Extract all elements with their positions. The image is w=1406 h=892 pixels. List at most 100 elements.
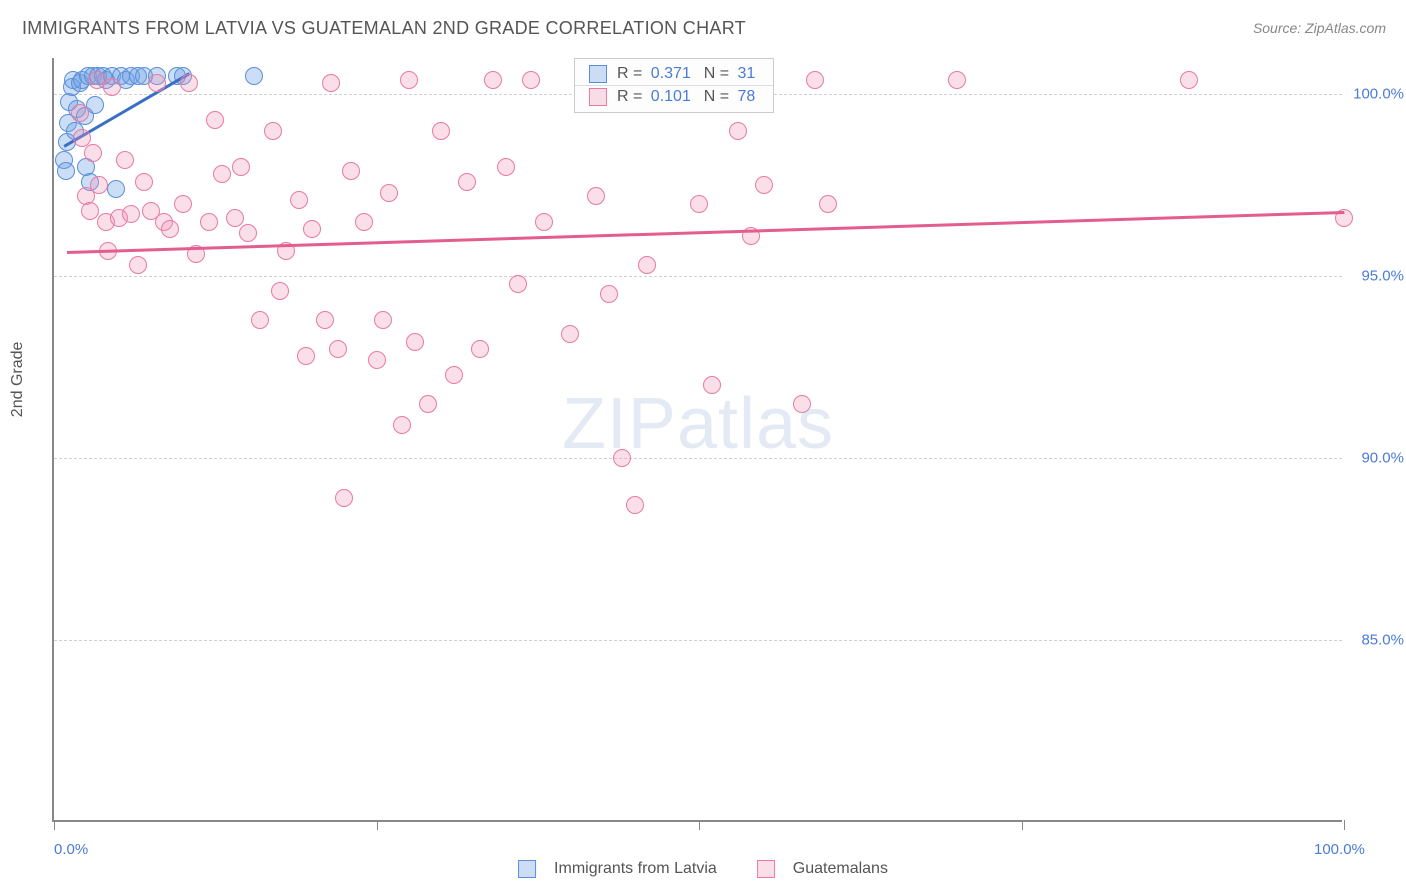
data-point xyxy=(400,71,418,89)
data-point xyxy=(535,213,553,231)
x-tick-label: 0.0% xyxy=(54,841,88,858)
data-point xyxy=(393,416,411,434)
legend-n-label: N = xyxy=(695,88,734,106)
data-point xyxy=(322,74,340,92)
data-point xyxy=(329,340,347,358)
stats-legend-row: R = 0.101 N = 78 xyxy=(575,86,773,108)
data-point xyxy=(174,195,192,213)
legend-r-value: 0.101 xyxy=(651,88,691,106)
x-tick xyxy=(1344,820,1345,830)
data-point xyxy=(84,144,102,162)
legend-r-value: 0.371 xyxy=(651,65,691,83)
data-point xyxy=(239,224,257,242)
data-point xyxy=(161,220,179,238)
data-point xyxy=(57,162,75,180)
data-point xyxy=(103,78,121,96)
data-point xyxy=(264,122,282,140)
bottom-legend-item: Guatemalans xyxy=(757,860,888,878)
legend-swatch xyxy=(589,88,607,106)
legend-swatch xyxy=(757,860,775,878)
trendline xyxy=(67,211,1344,254)
bottom-legend-label: Immigrants from Latvia xyxy=(554,860,717,878)
stats-legend: R = 0.371 N = 31R = 0.101 N = 78 xyxy=(574,58,774,113)
data-point xyxy=(251,311,269,329)
data-point xyxy=(107,180,125,198)
data-point xyxy=(419,395,437,413)
legend-swatch xyxy=(589,65,607,83)
gridline xyxy=(54,640,1342,641)
legend-r-label: R = xyxy=(617,88,647,106)
stats-legend-row: R = 0.371 N = 31 xyxy=(575,63,773,86)
y-axis-title: 2nd Grade xyxy=(9,342,27,418)
watermark: ZIPatlas xyxy=(562,383,834,465)
chart-title: IMMIGRANTS FROM LATVIA VS GUATEMALAN 2ND… xyxy=(22,18,746,39)
x-tick xyxy=(699,820,700,830)
data-point xyxy=(116,151,134,169)
data-point xyxy=(690,195,708,213)
data-point xyxy=(509,275,527,293)
y-tick-label: 95.0% xyxy=(1361,268,1404,285)
data-point xyxy=(297,347,315,365)
data-point xyxy=(129,256,147,274)
data-point xyxy=(806,71,824,89)
data-point xyxy=(226,209,244,227)
data-point xyxy=(432,122,450,140)
data-point xyxy=(1180,71,1198,89)
data-point xyxy=(703,376,721,394)
data-point xyxy=(522,71,540,89)
data-point xyxy=(587,187,605,205)
data-point xyxy=(497,158,515,176)
data-point xyxy=(71,104,89,122)
data-point xyxy=(213,165,231,183)
legend-n-value: 31 xyxy=(738,65,756,83)
data-point xyxy=(458,173,476,191)
data-point xyxy=(200,213,218,231)
data-point xyxy=(90,176,108,194)
data-point xyxy=(600,285,618,303)
data-point xyxy=(374,311,392,329)
y-tick-label: 90.0% xyxy=(1361,450,1404,467)
y-tick-label: 100.0% xyxy=(1353,86,1404,103)
data-point xyxy=(793,395,811,413)
data-point xyxy=(380,184,398,202)
x-tick xyxy=(1022,820,1023,830)
data-point xyxy=(316,311,334,329)
data-point xyxy=(355,213,373,231)
data-point xyxy=(180,74,198,92)
data-point xyxy=(484,71,502,89)
data-point xyxy=(561,325,579,343)
bottom-legend: Immigrants from Latvia Guatemalans xyxy=(518,860,888,878)
data-point xyxy=(232,158,250,176)
data-point xyxy=(86,96,104,114)
data-point xyxy=(135,173,153,191)
x-tick xyxy=(54,820,55,830)
source-label: Source: ZipAtlas.com xyxy=(1253,20,1386,36)
x-tick-label: 100.0% xyxy=(1314,841,1365,858)
data-point xyxy=(729,122,747,140)
legend-n-label: N = xyxy=(695,65,734,83)
data-point xyxy=(626,496,644,514)
data-point xyxy=(122,205,140,223)
data-point xyxy=(245,67,263,85)
data-point xyxy=(471,340,489,358)
data-point xyxy=(613,449,631,467)
data-point xyxy=(819,195,837,213)
data-point xyxy=(406,333,424,351)
data-point xyxy=(290,191,308,209)
data-point xyxy=(303,220,321,238)
y-tick-label: 85.0% xyxy=(1361,632,1404,649)
data-point xyxy=(335,489,353,507)
data-point xyxy=(271,282,289,300)
data-point xyxy=(206,111,224,129)
bottom-legend-item: Immigrants from Latvia xyxy=(518,860,717,878)
data-point xyxy=(342,162,360,180)
legend-n-value: 78 xyxy=(738,88,756,106)
data-point xyxy=(755,176,773,194)
gridline xyxy=(54,458,1342,459)
plot-area: ZIPatlas R = 0.371 N = 31R = 0.101 N = 7… xyxy=(52,58,1342,822)
legend-r-label: R = xyxy=(617,65,647,83)
gridline xyxy=(54,276,1342,277)
bottom-legend-label: Guatemalans xyxy=(793,860,888,878)
legend-swatch xyxy=(518,860,536,878)
x-tick xyxy=(377,820,378,830)
